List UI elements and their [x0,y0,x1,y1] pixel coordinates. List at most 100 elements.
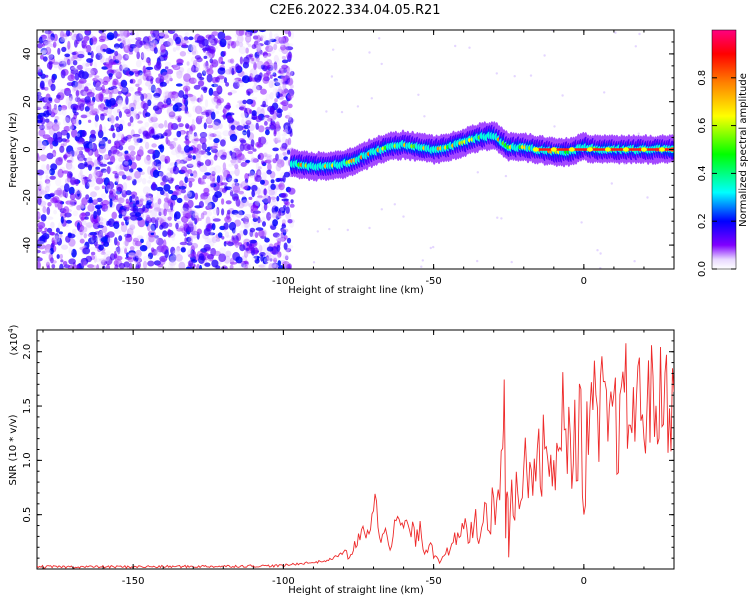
noise-cell [188,253,195,258]
noise-cell [68,233,72,237]
noise-cell [231,158,239,167]
noise-cell [286,95,292,101]
noise-cell [213,131,222,137]
noise-cell [76,231,83,241]
noise-cell [149,36,156,46]
noise-cell [254,51,260,59]
noise-cell [37,138,42,143]
noise-cell [98,138,106,145]
noise-cell [260,35,264,39]
noise-cell [67,97,73,105]
noise-cell [235,30,244,37]
noise-cell [94,204,103,210]
noise-cell [99,55,105,63]
noise-cell [268,46,276,54]
noise-cell [238,46,247,55]
noise-cell [90,178,96,182]
noise-cell [252,210,261,214]
noise-cell [202,210,208,216]
noise-cell [183,36,189,41]
noise-cell [213,154,218,161]
noise-cell [142,36,150,45]
noise-cell [37,105,41,109]
noise-cell [232,78,239,84]
noise-cell [115,126,121,133]
noise-cell [125,54,131,59]
noise-cell [150,42,154,52]
noise-cell [176,70,183,79]
noise-cell [69,58,73,65]
noise-cell [124,43,128,51]
noise-cell [125,190,132,196]
noise-cell [220,154,227,160]
noise-cell [91,108,97,114]
noise-cell [288,117,294,125]
noise-cell [277,210,282,217]
noise-cell [215,110,220,115]
speck-cell [325,110,328,113]
noise-cell [109,190,114,195]
noise-cell [117,99,124,107]
noise-cell [191,65,195,72]
noise-cell [88,164,92,171]
y-tick-label: 20 [22,95,33,108]
noise-cell [135,154,142,161]
noise-cell [243,56,250,65]
noise-cell [213,165,222,174]
noise-cell [76,64,84,70]
noise-cell [281,142,288,150]
noise-cell [240,261,249,265]
noise-cell [277,260,282,267]
noise-cell [107,237,112,243]
noise-cell [276,159,285,168]
noise-cell [110,86,118,90]
noise-cell [135,83,140,88]
signal-peak [532,147,539,152]
noise-cell [37,240,45,246]
noise-cell [225,69,232,75]
noise-cell [266,211,272,221]
noise-cell [78,172,83,180]
noise-cell [130,214,138,221]
noise-cell [176,130,182,138]
noise-cell [263,40,271,46]
noise-cell [123,240,130,246]
noise-cell [277,131,281,139]
noise-cell [71,123,75,130]
speck-cell [328,227,331,231]
noise-cell [84,86,89,92]
noise-cell [148,84,156,91]
noise-cell [180,150,185,154]
noise-cell [39,103,47,111]
noise-cell [217,157,222,161]
noise-cell [238,242,243,247]
noise-cell [166,68,174,75]
noise-cell [137,262,142,269]
noise-cell [229,187,233,192]
noise-cell [204,210,213,217]
noise-cell [203,152,209,159]
noise-cell [252,158,259,163]
noise-cell [198,177,205,185]
noise-cell [37,67,42,72]
speck-cell [504,174,508,178]
noise-cell [75,89,80,97]
noise-cell [179,51,187,57]
noise-cell [119,42,124,49]
noise-cell [88,137,97,143]
noise-cell [280,43,285,47]
noise-cell [81,226,88,233]
noise-cell [273,139,282,143]
noise-cell [164,61,172,67]
noise-cell [149,224,155,234]
noise-cell [262,221,266,227]
noise-cell [187,206,192,215]
noise-cell [100,218,108,226]
noise-cell [172,47,177,52]
noise-cell [192,147,199,154]
noise-cell [127,159,133,166]
noise-cell [102,80,109,86]
noise-cell [55,177,62,187]
noise-cell [176,58,184,65]
noise-cell [53,235,61,243]
